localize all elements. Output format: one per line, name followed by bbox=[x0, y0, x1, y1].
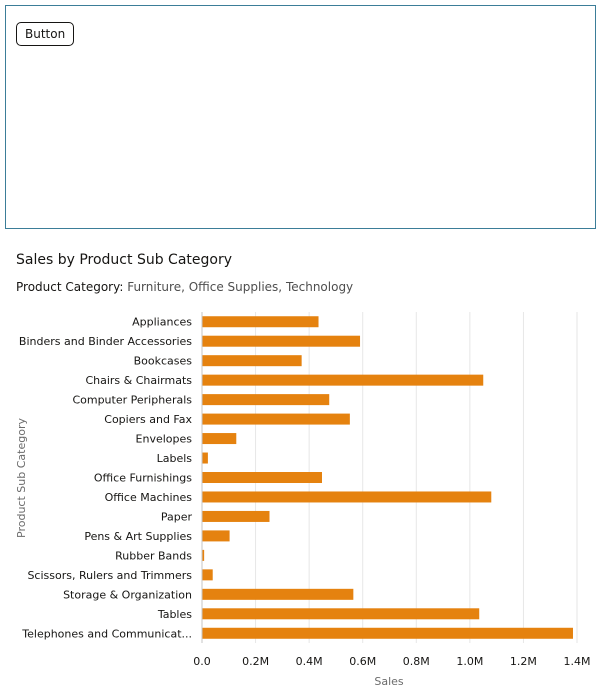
bar[interactable] bbox=[202, 627, 573, 639]
bar[interactable] bbox=[202, 569, 213, 581]
category-label: Chairs & Chairmats bbox=[85, 374, 192, 387]
x-tick-label: 1.2M bbox=[510, 655, 537, 668]
bar[interactable] bbox=[202, 608, 480, 620]
category-label: Labels bbox=[157, 452, 193, 465]
bar[interactable] bbox=[202, 452, 208, 464]
category-label: Rubber Bands bbox=[115, 549, 192, 562]
category-label: Envelopes bbox=[136, 433, 193, 446]
bar[interactable] bbox=[202, 472, 322, 483]
bar[interactable] bbox=[202, 510, 270, 522]
category-label: Office Machines bbox=[105, 491, 193, 504]
action-button[interactable]: Button bbox=[16, 22, 75, 46]
grid-lines bbox=[255, 312, 578, 643]
chart-title: Sales by Product Sub Category bbox=[16, 252, 232, 268]
bar[interactable] bbox=[202, 530, 230, 542]
category-label: Pens & Art Supplies bbox=[84, 530, 192, 543]
bar[interactable] bbox=[202, 588, 354, 600]
category-labels: Appliances Binders and Binder Accessories… bbox=[19, 316, 193, 641]
x-tick-label: 1.4M bbox=[564, 655, 591, 668]
y-axis-title: Product Sub Category bbox=[15, 418, 28, 538]
category-label: Bookcases bbox=[134, 355, 193, 368]
bars bbox=[202, 316, 573, 639]
bar[interactable] bbox=[202, 316, 319, 328]
x-axis-title: Sales bbox=[374, 675, 404, 688]
category-label: Appliances bbox=[132, 316, 192, 329]
x-tick-label: 0.2M bbox=[242, 655, 269, 668]
bar[interactable] bbox=[202, 549, 205, 561]
x-tick-label: 0.6M bbox=[349, 655, 376, 668]
filter-summary: Product Category: Furniture, Office Supp… bbox=[16, 280, 353, 294]
category-label: Copiers and Fax bbox=[104, 413, 192, 426]
category-label: Tables bbox=[157, 608, 192, 621]
button-panel: Button bbox=[5, 5, 596, 229]
bar[interactable] bbox=[202, 355, 302, 367]
category-label: Computer Peripherals bbox=[72, 394, 192, 407]
bar[interactable] bbox=[202, 491, 492, 503]
category-label: Telephones and Communicat... bbox=[21, 627, 192, 640]
filter-value: Furniture, Office Supplies, Technology bbox=[127, 280, 354, 294]
x-tick-label: 0.4M bbox=[296, 655, 323, 668]
x-tick-label: 0.8M bbox=[403, 655, 430, 668]
bar[interactable] bbox=[202, 394, 330, 406]
category-label: Binders and Binder Accessories bbox=[19, 335, 192, 348]
category-label: Storage & Organization bbox=[63, 588, 192, 601]
x-tick-label: 1.0M bbox=[456, 655, 483, 668]
bar[interactable] bbox=[202, 335, 361, 347]
category-label: Paper bbox=[161, 510, 193, 523]
category-label: Scissors, Rulers and Trimmers bbox=[27, 569, 192, 582]
filter-label: Product Category: bbox=[16, 280, 124, 294]
bar[interactable] bbox=[202, 413, 350, 425]
bar[interactable] bbox=[202, 433, 237, 445]
x-tick-label: 0.0 bbox=[193, 655, 211, 668]
bar[interactable] bbox=[202, 374, 484, 386]
x-tick-labels: 0.0 0.2M 0.4M 0.6M 0.8M 1.0M 1.2M 1.4M bbox=[193, 655, 590, 668]
category-label: Office Furnishings bbox=[94, 472, 192, 485]
